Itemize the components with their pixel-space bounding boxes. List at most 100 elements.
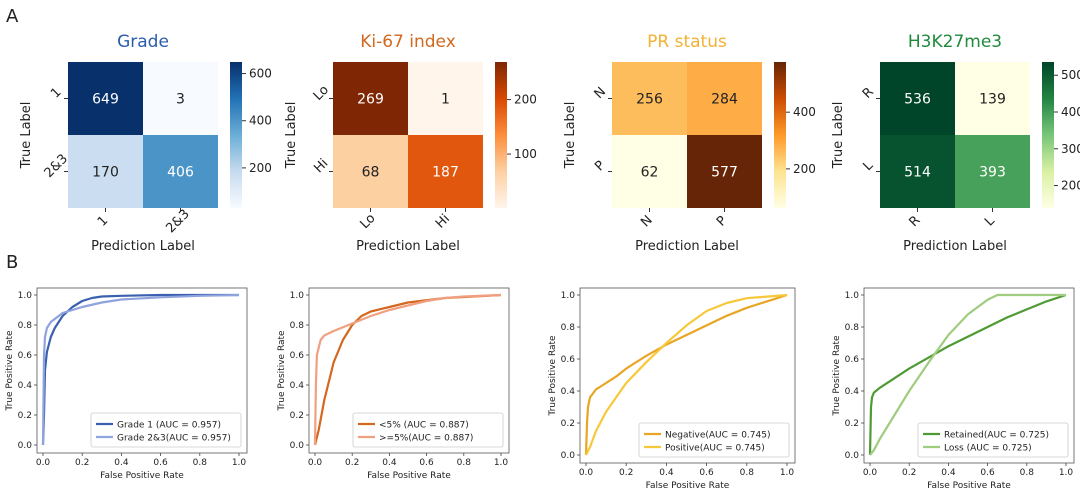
y-tick-label: 1.0 [18, 291, 33, 301]
x-axis-label: False Positive Rate [367, 471, 451, 481]
legend-label: Negative(AUC = 0.745) [665, 431, 770, 441]
y-tick-label: 0.2 [561, 419, 575, 429]
y-tick-label: 0.0 [845, 451, 860, 461]
cell-value: 187 [432, 165, 459, 181]
legend-label: <5% (AUC = 0.887) [379, 421, 469, 431]
x-tick-label: 1 [95, 213, 111, 229]
roc-series-2 [869, 293, 1066, 456]
x-tick-label: 0.6 [980, 468, 995, 478]
cell-value: 62 [641, 165, 659, 181]
x-tick-label: 1.0 [780, 468, 795, 478]
cell-value: 256 [636, 92, 663, 108]
y-tick-label: 0.6 [290, 351, 305, 361]
y-tick-label: 0.0 [290, 441, 305, 451]
colorbar-tick-label: 400 [249, 114, 272, 128]
cell-value: 514 [904, 165, 931, 181]
colorbar-tick-label: 600 [249, 67, 272, 81]
y-tick-label: 1.0 [845, 291, 860, 301]
cell-value: 68 [362, 165, 380, 181]
heatmap-cell [333, 135, 408, 208]
legend-box [352, 412, 504, 448]
cell-value: 284 [711, 92, 738, 108]
x-tick-label: 0.0 [36, 458, 51, 468]
x-tick-label: 0.2 [619, 468, 633, 478]
roc-plot-1: 0.00.0 0.2 0.2 0.4 0.4 0.6 0.6 0.8 0.8 1.0 1.0 Grad… [5, 287, 248, 481]
y-axis-label: True Label [563, 102, 578, 170]
y-tick-label: 0.8 [18, 321, 33, 331]
y-axis-label: True Positive Rate [548, 335, 558, 417]
legend-label: >=5%(AUC = 0.887) [379, 434, 473, 444]
colorbar-tick-label: 300 [1061, 142, 1080, 156]
x-tick-label: 1.0 [232, 458, 247, 468]
y-tick-label: 1.0 [561, 291, 576, 301]
y-tick-label: 0.4 [290, 381, 305, 391]
colorbar [774, 62, 786, 208]
x-tick-label: 0.8 [740, 468, 755, 478]
x-tick-label: 0.2 [75, 458, 89, 468]
heatmap-cell [955, 62, 1030, 135]
heatmap-4: H3K27me3 536 139 514 393 R L R L Prediction Label… [831, 32, 1080, 254]
heatmap-title: PR status [647, 32, 727, 52]
cell-value: 649 [92, 92, 119, 108]
heatmap-cell [408, 62, 483, 135]
heatmap-cell [612, 62, 687, 135]
x-tick-label: R [907, 213, 924, 230]
cell-value: 3 [176, 92, 185, 108]
heatmap-cell [880, 62, 955, 135]
x-tick-label: 0.6 [699, 468, 714, 478]
x-tick-label: 1.0 [1059, 468, 1074, 478]
legend-label: Grade 2&3(AUC = 0.957) [117, 434, 231, 444]
heatmap-cell [143, 62, 218, 135]
x-tick-label: 0.0 [579, 468, 594, 478]
y-tick-label: 0.6 [561, 355, 576, 365]
y-tick-label: 2&3 [42, 151, 71, 180]
y-tick-label: R [860, 85, 877, 102]
y-tick-label: 0.8 [845, 323, 860, 333]
colorbar-tick-label: 200 [1061, 179, 1080, 193]
x-tick-label: 0.4 [659, 468, 674, 478]
x-axis-label: Prediction Label [903, 239, 1007, 254]
heatmap-cell [955, 135, 1030, 208]
x-axis-label: False Positive Rate [927, 481, 1011, 491]
roc-curves: 0.00.00.20.20.40.40.60.60.80.81.01.0Grad… [5, 287, 1075, 491]
y-tick-label: 0.4 [845, 387, 860, 397]
heatmap-cell [687, 62, 762, 135]
cell-value: 577 [711, 165, 738, 181]
colorbar-tick-label: 200 [514, 93, 537, 107]
heatmap-2: Ki-67 index 269 1 68 187 Lo Hi Lo Hi Prediction L… [284, 32, 537, 254]
colorbar-tick-label: 200 [793, 162, 816, 176]
cell-value: 269 [357, 92, 384, 108]
legend-box [90, 412, 242, 448]
x-tick-label: L [982, 213, 998, 229]
colorbar-tick-label: 500 [1061, 68, 1080, 82]
heatmap-title: Grade [117, 32, 169, 52]
panel-label-a: A [6, 6, 19, 27]
x-tick-label: N [638, 213, 655, 230]
colorbar [1042, 62, 1054, 208]
cell-value: 139 [979, 92, 1006, 108]
y-tick-label: N [592, 84, 609, 101]
x-tick-label: 0.0 [308, 458, 323, 468]
heatmap-cell [687, 135, 762, 208]
x-axis-label: Prediction Label [635, 239, 739, 254]
heatmap-cell [612, 135, 687, 208]
y-tick-label: 1 [48, 85, 64, 101]
y-tick-label: 0.8 [290, 321, 305, 331]
x-axis-label: False Positive Rate [100, 471, 184, 481]
y-tick-label: 1.0 [290, 291, 305, 301]
roc-plot-4: 0.00.0 0.2 0.2 0.4 0.4 0.6 0.6 0.8 0.8 1.0 1.0 Reta… [832, 287, 1075, 491]
x-tick-label: 0.6 [419, 458, 434, 468]
y-axis-label: True Label [284, 102, 299, 170]
roc-series-1 [584, 293, 788, 456]
y-tick-label: 0.2 [845, 419, 859, 429]
roc-series-2 [585, 293, 788, 456]
y-tick-label: 0.6 [845, 355, 860, 365]
legend-label: Retained(AUC = 0.725) [944, 431, 1049, 441]
legend-label: Positive(AUC = 0.745) [665, 444, 765, 454]
y-tick-label: Hi [311, 156, 331, 176]
heatmap-cell [68, 135, 143, 208]
x-tick-label: 0.4 [114, 458, 129, 468]
y-tick-label: L [860, 158, 876, 174]
heatmap-cell [68, 62, 143, 135]
